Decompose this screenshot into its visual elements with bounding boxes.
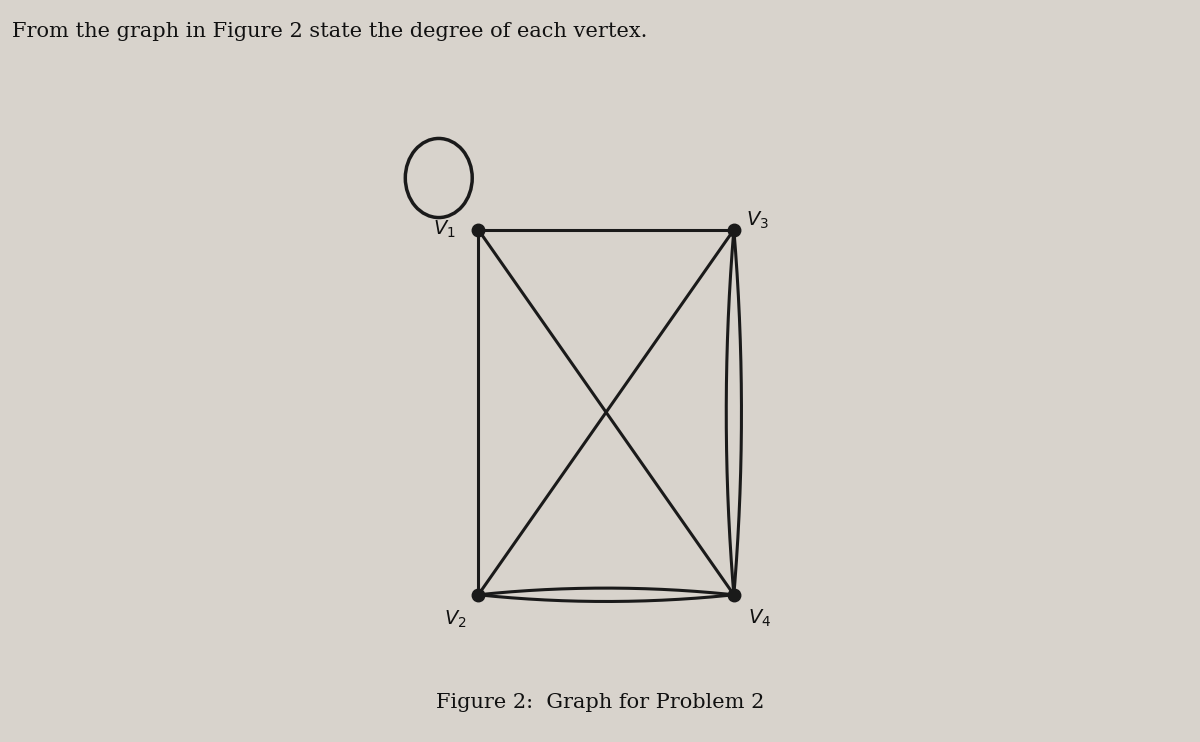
Text: $V_2$: $V_2$	[444, 608, 467, 630]
Text: $V_1$: $V_1$	[433, 219, 456, 240]
Text: $V_3$: $V_3$	[745, 210, 768, 232]
Text: From the graph in Figure 2 state the degree of each vertex.: From the graph in Figure 2 state the deg…	[12, 22, 647, 42]
Text: $V_4$: $V_4$	[748, 607, 770, 628]
Text: Figure 2:  Graph for Problem 2: Figure 2: Graph for Problem 2	[436, 693, 764, 712]
